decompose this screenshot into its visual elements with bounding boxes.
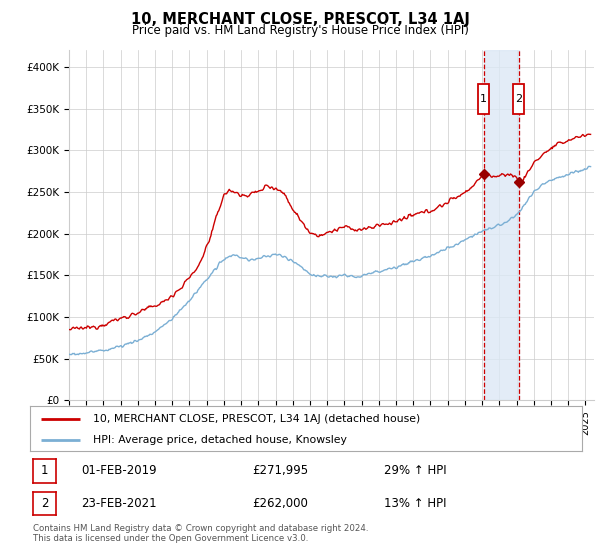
Text: £271,995: £271,995 bbox=[252, 464, 308, 478]
Text: Contains HM Land Registry data © Crown copyright and database right 2024.
This d: Contains HM Land Registry data © Crown c… bbox=[33, 524, 368, 543]
Text: 10, MERCHANT CLOSE, PRESCOT, L34 1AJ (detached house): 10, MERCHANT CLOSE, PRESCOT, L34 1AJ (de… bbox=[94, 413, 421, 423]
Text: Price paid vs. HM Land Registry's House Price Index (HPI): Price paid vs. HM Land Registry's House … bbox=[131, 24, 469, 36]
Text: 23-FEB-2021: 23-FEB-2021 bbox=[81, 497, 157, 510]
FancyBboxPatch shape bbox=[478, 84, 489, 114]
Text: £262,000: £262,000 bbox=[252, 497, 308, 510]
Text: 10, MERCHANT CLOSE, PRESCOT, L34 1AJ: 10, MERCHANT CLOSE, PRESCOT, L34 1AJ bbox=[131, 12, 469, 27]
Text: 01-FEB-2019: 01-FEB-2019 bbox=[81, 464, 157, 478]
Text: 2: 2 bbox=[41, 497, 48, 510]
Bar bbox=[484, 50, 519, 400]
FancyBboxPatch shape bbox=[514, 84, 524, 114]
Text: 2: 2 bbox=[515, 94, 523, 104]
Text: 1: 1 bbox=[41, 464, 48, 478]
Text: 29% ↑ HPI: 29% ↑ HPI bbox=[384, 464, 446, 478]
Text: HPI: Average price, detached house, Knowsley: HPI: Average price, detached house, Know… bbox=[94, 435, 347, 445]
Text: 13% ↑ HPI: 13% ↑ HPI bbox=[384, 497, 446, 510]
Text: 1: 1 bbox=[480, 94, 487, 104]
